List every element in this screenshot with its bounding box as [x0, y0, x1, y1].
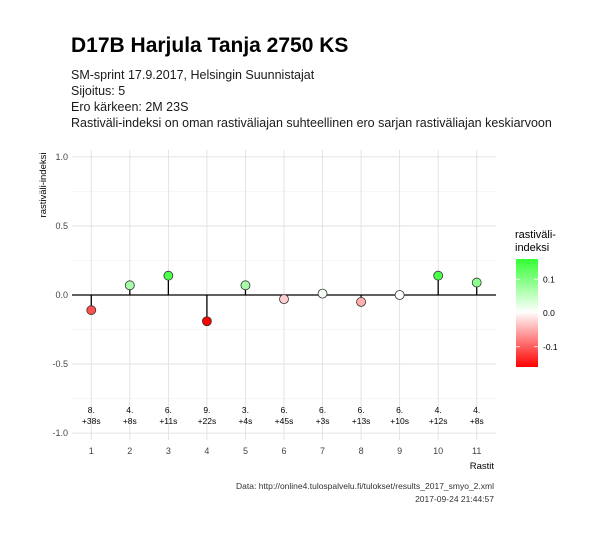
y-tick-label: 0.0 — [55, 290, 68, 300]
caption-source: Data: http://online4.tulospalvelu.fi/tul… — [236, 481, 494, 491]
x-tick-label: 5 — [243, 446, 248, 456]
subtitle-line-1: SM-sprint 17.9.2017, Helsingin Suunnista… — [71, 68, 315, 82]
data-point — [163, 270, 174, 281]
rank-label: 4. — [126, 405, 133, 415]
x-tick-label: 10 — [433, 446, 443, 456]
data-point — [202, 316, 212, 327]
legend-title: rastiväli- — [515, 229, 556, 241]
x-tick-label: 3 — [166, 446, 171, 456]
rank-label: 6. — [165, 405, 172, 415]
time-diff-label: +4s — [238, 416, 252, 426]
subtitle-line-2: Sijoitus: 5 — [71, 84, 126, 98]
legend: rastiväli-indeksi 0.1 0.0 -0.1 — [515, 229, 558, 367]
y-tick-label: -0.5 — [52, 359, 68, 369]
rank-label: 8. — [88, 405, 95, 415]
time-diff-label: +8s — [123, 416, 137, 426]
legend-tick-label: -0.1 — [543, 342, 558, 352]
time-diff-label: +11s — [159, 416, 177, 426]
chart-title: D17B Harjula Tanja 2750 KS — [71, 34, 349, 57]
x-tick-label: 11 — [472, 446, 481, 456]
y-tick-label: 1.0 — [55, 152, 68, 162]
data-point — [433, 270, 444, 281]
legend-colorbar — [516, 259, 538, 367]
rank-label: 6. — [396, 405, 403, 415]
x-tick-label: 6 — [281, 446, 286, 456]
rank-label: 3. — [242, 405, 249, 415]
y-tick-label: -1.0 — [52, 428, 68, 438]
legend-title: indeksi — [515, 242, 549, 254]
x-tick-label: 4 — [204, 446, 209, 456]
x-tick-label: 8 — [359, 446, 364, 456]
time-diff-label: +3s — [316, 416, 330, 426]
x-tick-label: 2 — [127, 446, 132, 456]
data-point — [317, 288, 328, 299]
time-diff-label: +8s — [470, 416, 484, 426]
data-point — [124, 280, 135, 291]
x-tick-label: 7 — [320, 446, 325, 456]
data-point — [86, 305, 97, 316]
rank-label: 4. — [435, 405, 442, 415]
time-diff-label: +22s — [198, 416, 217, 426]
time-diff-label: +45s — [275, 416, 294, 426]
legend-tick-label: 0.1 — [543, 274, 555, 284]
data-point — [279, 294, 289, 305]
rank-label: 9. — [203, 405, 210, 415]
y-axis-title: rastiväli-indeksi — [38, 153, 49, 218]
y-tick-label: 0.5 — [55, 221, 68, 231]
rank-label: 6. — [319, 405, 326, 415]
legend-tick-label: 0.0 — [543, 308, 555, 318]
rank-label: 6. — [358, 405, 365, 415]
subtitle-line-4: Rastiväli-indeksi on oman rastiväliajan … — [71, 116, 552, 130]
caption-timestamp: 2017-09-24 21:44:57 — [415, 494, 494, 504]
data-point — [356, 297, 366, 307]
x-tick-label: 9 — [397, 446, 402, 456]
time-diff-label: +38s — [82, 416, 101, 426]
rank-label: 4. — [473, 405, 480, 415]
time-diff-label: +13s — [352, 416, 371, 426]
x-axis-title: Rastit — [470, 461, 495, 472]
time-diff-label: +12s — [429, 416, 448, 426]
data-point — [394, 290, 405, 300]
rank-label: 6. — [280, 405, 287, 415]
data-point — [471, 277, 482, 288]
time-diff-label: +10s — [390, 416, 409, 426]
x-tick-label: 1 — [89, 446, 94, 456]
data-point — [240, 280, 251, 291]
subtitle-line-3: Ero kärkeen: 2M 23S — [71, 100, 189, 114]
